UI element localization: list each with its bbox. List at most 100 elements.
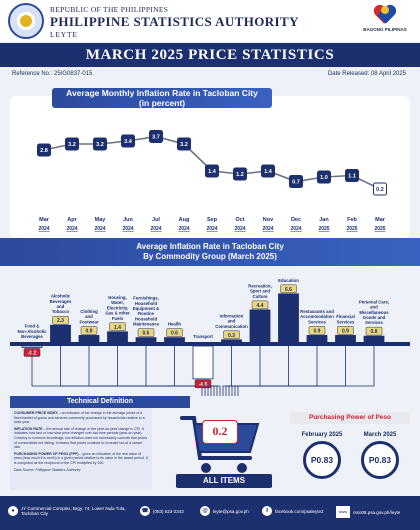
year-tick-label: 2024	[66, 226, 77, 232]
bar-chart-title: Average Inflation Rate in Tacloban City	[136, 242, 284, 251]
footer-facebook[interactable]: f facebook.com/psaleyte2	[262, 506, 324, 516]
footer-address: ● JY Commercial Complex, Brgy. 74, Lower…	[8, 506, 128, 516]
commodity-value-badge	[365, 326, 383, 336]
month-tick-label: Oct	[235, 217, 244, 223]
technical-definition-heading: Technical Definition	[10, 396, 190, 408]
line-chart-subtitle: (in percent)	[138, 97, 186, 108]
page-title: MARCH 2025 PRICE STATISTICS	[85, 47, 335, 63]
commodity-value-badge	[80, 326, 98, 335]
year-tick-label: 2024	[122, 226, 133, 232]
address-text: JY Commercial Complex, Brgy. 74, Lower N…	[21, 506, 126, 516]
release-date: Date Released: 08 April 2025	[327, 71, 406, 77]
commodity-category-label: Transport	[193, 334, 213, 339]
email-text: leyte@psa.gov.ph	[213, 508, 249, 514]
commodity-category-label: Information and Communication	[215, 313, 248, 328]
inflation-point	[261, 164, 275, 178]
commodity-value-badge	[251, 300, 269, 310]
inflation-data-label: 2.8	[40, 148, 48, 154]
commodity-connector	[222, 346, 232, 396]
month-tick-label: Jul	[152, 217, 160, 223]
cpi-definition: CONSUMER PRICE INDEX – an indicator of t…	[14, 411, 148, 425]
footer-email: @ leyte@psa.gov.ph	[200, 506, 249, 516]
ppp-coin-value: P0.83	[361, 441, 399, 479]
commodity-value-badge	[337, 326, 354, 335]
inflation-point	[233, 167, 247, 181]
commodity-value-badge	[223, 330, 240, 340]
republic-text: REPUBLIC OF THE PHILIPPINES	[50, 5, 169, 14]
month-tick-label: Jan	[319, 217, 329, 223]
cpi-text: – an indicator of the change in the aver…	[14, 411, 145, 425]
web-text[interactable]: rsso08.psa.gov.ph/leyte	[353, 509, 401, 515]
commodity-value-badge	[137, 328, 155, 337]
commodity-bar	[107, 331, 128, 343]
month-tick-label: Mar	[39, 217, 50, 223]
bagong-pilipinas-label: BAGONG PILIPINAS	[363, 27, 407, 32]
inflation-point	[65, 137, 79, 151]
commodity-category-label: Clothing and Footwear	[79, 309, 98, 324]
commodity-bar	[249, 309, 271, 343]
inflation-point	[317, 170, 331, 184]
ppp-month-label: February 2025	[301, 432, 343, 438]
month-tick-label: Sep	[207, 217, 218, 223]
year-tick-label: 2025	[318, 226, 329, 232]
commodity-value-label: 0.9	[342, 328, 349, 334]
ppp-february: February 2025 P0.83	[292, 432, 352, 479]
inflation-point	[149, 130, 163, 143]
commodity-value-badge	[280, 284, 297, 294]
phone-icon: ☎	[140, 506, 150, 516]
line-chart-title: Average Monthly Inflation Rate in Taclob…	[66, 88, 258, 98]
commodity-value-badge	[308, 326, 326, 335]
facebook-text[interactable]: facebook.com/psaleyte2	[275, 508, 324, 514]
inflation-data-label: 1.2	[236, 172, 244, 178]
inflation-point	[373, 182, 387, 196]
commodity-value-label: 0.8	[371, 329, 378, 335]
commodity-bar	[192, 345, 214, 380]
month-tick-label: Mar	[375, 217, 386, 223]
month-tick-label: Dec	[291, 217, 301, 223]
month-tick-label: Jun	[123, 217, 133, 223]
commodity-bar	[135, 337, 157, 343]
inflation-data-label: 0.2	[376, 187, 384, 193]
facebook-icon: f	[262, 506, 272, 516]
month-tick-label: Apr	[67, 217, 77, 223]
commodity-value-label: 0.9	[86, 328, 93, 334]
inflation-point	[121, 134, 135, 148]
year-tick-label: 2025	[346, 226, 357, 232]
ppp-coin-value: P0.83	[303, 441, 341, 479]
commodity-bar	[50, 324, 71, 343]
year-tick-label: 2025	[374, 226, 385, 232]
monthly-inflation-line-chart: 2.8 Mar 2024 3.2 Apr 2024 3.2 May 2024 3.4 Jun 2024…	[37, 130, 387, 232]
month-tick-label: Feb	[347, 217, 357, 223]
bagong-pilipinas-icon	[371, 2, 399, 24]
inflation-point	[93, 137, 107, 151]
footer-web[interactable]: www rsso08.psa.gov.ph/leyte	[336, 506, 400, 518]
purchasing-power-heading: Purchasing Power of Peso	[290, 412, 410, 424]
year-tick-label: 2024	[150, 226, 161, 232]
inflation-point	[205, 164, 219, 178]
month-tick-label: Aug	[179, 217, 190, 223]
agency-name: PHILIPPINE STATISTICS AUTHORITY	[50, 14, 299, 29]
commodity-bar	[363, 335, 385, 343]
bar-chart-title-band: Average Inflation Rate in Tacloban City …	[0, 238, 420, 266]
commodity-value-label: 0.3	[228, 333, 235, 339]
ppp-term: PURCHASING POWER OF PESO (PPP)	[14, 451, 79, 456]
province-name: LEYTE	[50, 30, 78, 39]
reference-number: Reference No.: 25IG0837-015	[12, 71, 93, 77]
commodity-value-label: 2.3	[57, 318, 64, 324]
commodity-category-label: Personal Care, and Miscellaneous Goods and S…	[359, 299, 389, 325]
year-tick-label: 2024	[262, 226, 273, 232]
inflation-data-label: 3.2	[180, 142, 188, 148]
commodity-value-label: 1.4	[114, 325, 121, 331]
commodity-connector	[234, 346, 346, 396]
commodity-bar	[21, 345, 43, 348]
commodity-value-badge	[166, 328, 183, 337]
year-tick-label: 2024	[38, 226, 49, 232]
inflation-data-label: 1.4	[208, 169, 217, 175]
ppp-definition: PURCHASING POWER OF PESO (PPP) – gives a…	[14, 452, 148, 466]
bagong-pilipinas-logo: BAGONG PILIPINAS	[360, 2, 410, 40]
commodity-connector	[231, 346, 318, 396]
commodity-connector	[202, 380, 221, 396]
year-tick-label: 2024	[234, 226, 245, 232]
all-items-label: ALL ITEMS	[176, 474, 272, 488]
commodity-connector	[60, 346, 206, 396]
